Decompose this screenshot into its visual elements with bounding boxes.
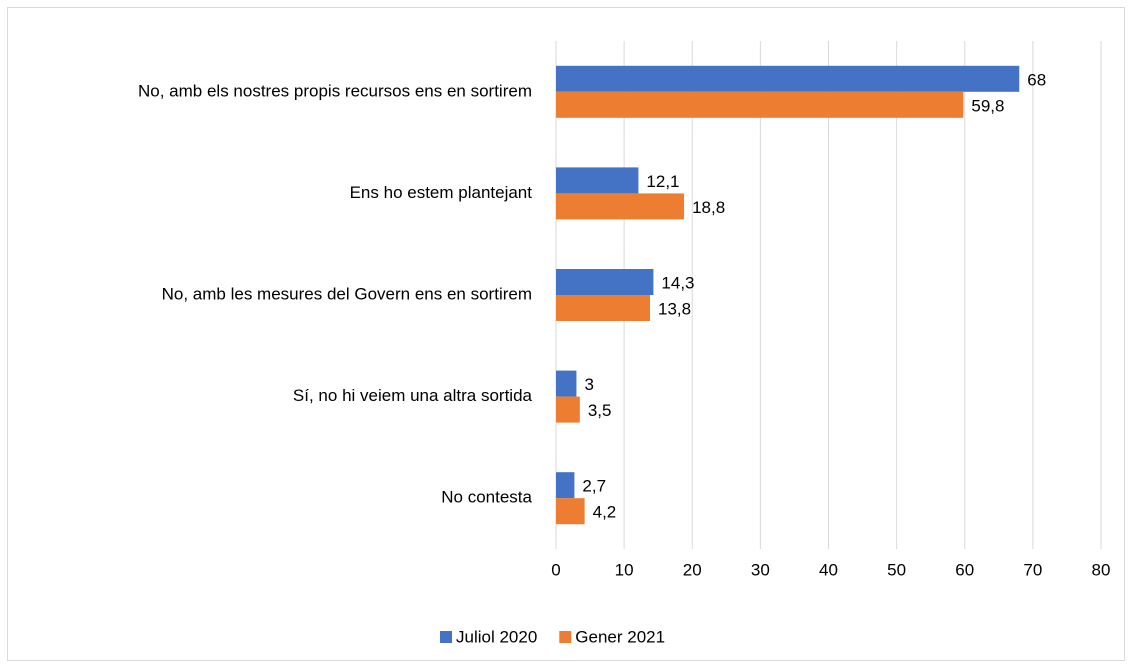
bar [556,65,1020,92]
legend-label: Gener 2021 [575,627,665,646]
x-tick-label: 40 [819,560,838,579]
y-tick-label: No, amb els nostres propis recursos ens … [138,81,532,100]
data-label: 2,7 [582,477,606,496]
x-tick-label: 70 [1023,560,1042,579]
legend-swatch [440,631,452,643]
legend-swatch [559,631,572,643]
legend-label: Juliol 2020 [456,627,537,646]
y-tick-label: Ens ho estem plantejant [350,183,533,202]
x-tick-label: 30 [751,560,770,579]
x-tick-label: 10 [615,560,634,579]
data-label: 18,8 [692,198,725,217]
y-tick-label: Sí, no hi veiem una altra sortida [293,386,533,405]
data-label: 59,8 [971,96,1004,115]
y-tick-label: No contesta [441,488,532,507]
data-label: 13,8 [658,299,691,318]
x-tick-label: 60 [955,560,974,579]
bar [556,193,685,220]
bar [556,370,577,397]
bar [556,167,639,194]
bar [556,295,651,321]
bar [556,396,580,423]
data-label: 4,2 [593,503,617,522]
x-tick-label: 50 [887,560,906,579]
data-label: 3,5 [588,401,612,420]
x-tick-label: 0 [551,560,560,579]
bar [556,269,654,295]
bar [556,91,964,118]
bar [556,472,575,499]
data-label: 68 [1027,70,1046,89]
data-label: 3 [584,375,593,394]
data-label: 14,3 [661,273,694,292]
bar [556,498,585,525]
x-tick-label: 80 [1092,560,1111,579]
data-label: 12,1 [646,172,679,191]
y-tick-label: No, amb les mesures del Govern ens en so… [162,284,532,303]
x-tick-label: 20 [683,560,702,579]
